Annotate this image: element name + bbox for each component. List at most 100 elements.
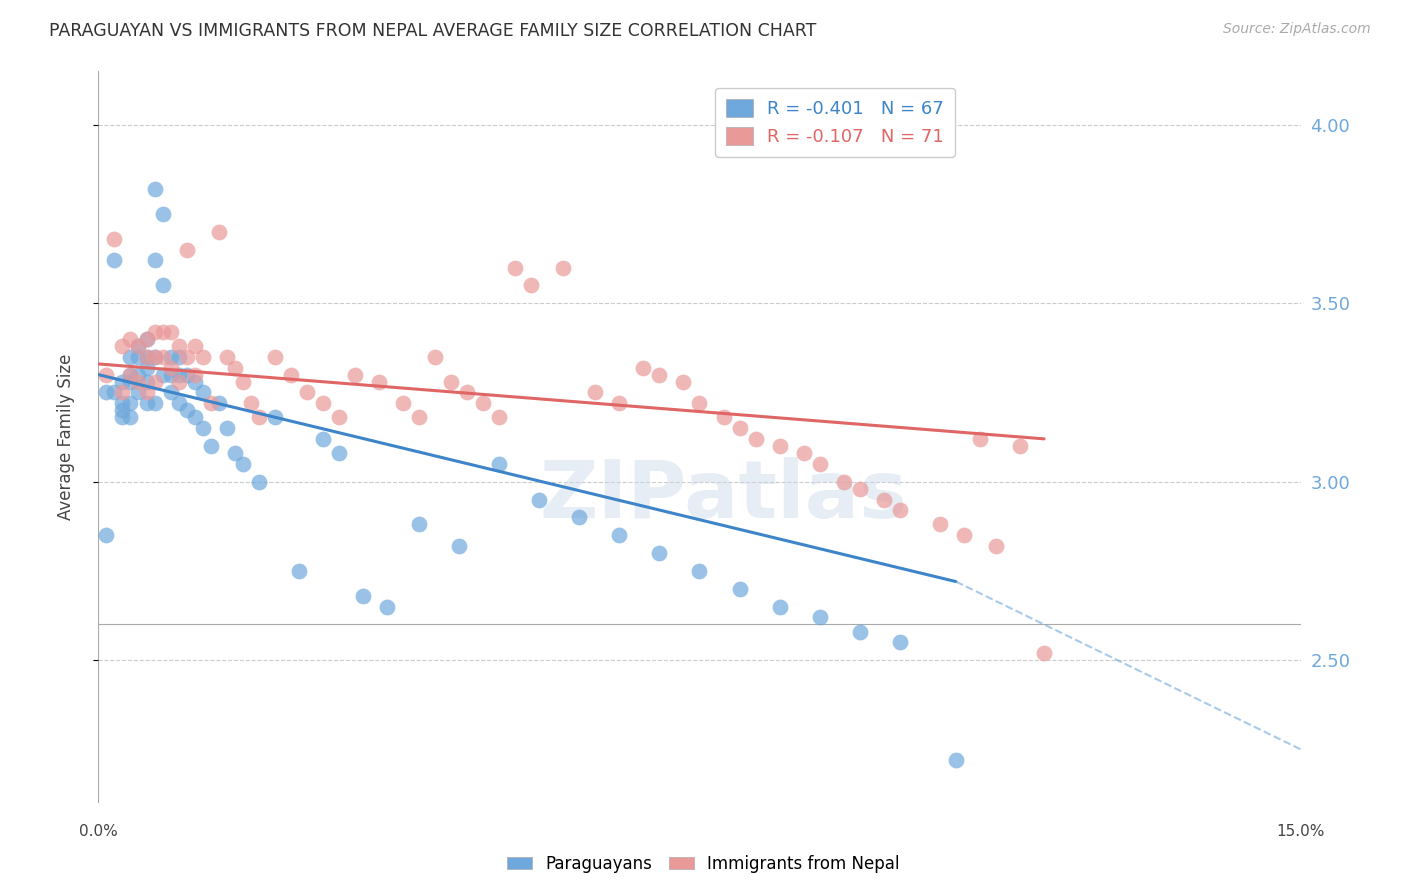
Text: 0.0%: 0.0% <box>79 824 118 839</box>
Point <box>111 375 134 389</box>
Point <box>128 350 150 364</box>
Legend: R = -0.401   N = 67, R = -0.107   N = 71: R = -0.401 N = 67, R = -0.107 N = 71 <box>716 87 955 157</box>
Point <box>609 528 631 542</box>
Point <box>128 339 150 353</box>
Point <box>159 385 181 400</box>
Point <box>135 350 157 364</box>
Point <box>224 446 246 460</box>
Point <box>208 396 231 410</box>
Point <box>1010 439 1032 453</box>
Point <box>159 360 181 375</box>
Point <box>167 396 190 410</box>
Point <box>167 339 190 353</box>
Point <box>408 517 430 532</box>
Point <box>808 457 831 471</box>
Point <box>849 624 872 639</box>
Point <box>447 539 470 553</box>
Point <box>111 396 134 410</box>
Point <box>945 753 967 767</box>
Point <box>247 475 270 489</box>
Point <box>672 375 695 389</box>
Point <box>263 410 285 425</box>
Point <box>288 564 311 578</box>
Point <box>423 350 446 364</box>
Point <box>111 385 134 400</box>
Point <box>375 599 398 614</box>
Point <box>208 225 231 239</box>
Legend: Paraguayans, Immigrants from Nepal: Paraguayans, Immigrants from Nepal <box>501 848 905 880</box>
Text: ZIPatlas: ZIPatlas <box>540 457 908 534</box>
Point <box>392 396 415 410</box>
Point <box>176 403 198 417</box>
Point <box>873 492 896 507</box>
Point <box>96 368 118 382</box>
Point <box>135 350 157 364</box>
Text: Source: ZipAtlas.com: Source: ZipAtlas.com <box>1223 22 1371 37</box>
Point <box>191 421 214 435</box>
Point <box>520 278 543 293</box>
Point <box>128 339 150 353</box>
Point <box>312 396 335 410</box>
Point <box>728 421 751 435</box>
Point <box>96 528 118 542</box>
Point <box>143 325 166 339</box>
Point <box>152 350 174 364</box>
Point <box>103 232 125 246</box>
Point <box>135 360 157 375</box>
Point <box>568 510 591 524</box>
Point <box>176 243 198 257</box>
Point <box>408 410 430 425</box>
Point <box>503 260 526 275</box>
Point <box>128 385 150 400</box>
Point <box>120 368 142 382</box>
Point <box>176 368 198 382</box>
Point <box>120 332 142 346</box>
Point <box>352 589 374 603</box>
Point <box>152 278 174 293</box>
Point <box>969 432 991 446</box>
Point <box>553 260 575 275</box>
Point <box>232 375 254 389</box>
Point <box>176 350 198 364</box>
Point <box>200 396 222 410</box>
Point <box>689 396 711 410</box>
Point <box>793 446 815 460</box>
Point <box>984 539 1007 553</box>
Point <box>769 439 792 453</box>
Point <box>128 368 150 382</box>
Point <box>889 503 911 517</box>
Point <box>1033 646 1056 660</box>
Point <box>120 368 142 382</box>
Point <box>111 403 134 417</box>
Point <box>120 410 142 425</box>
Point <box>247 410 270 425</box>
Point <box>135 396 157 410</box>
Point <box>167 368 190 382</box>
Point <box>152 207 174 221</box>
Point <box>143 396 166 410</box>
Point <box>488 457 510 471</box>
Point <box>143 350 166 364</box>
Point <box>488 410 510 425</box>
Point <box>143 182 166 196</box>
Point <box>159 350 181 364</box>
Point <box>889 635 911 649</box>
Text: PARAGUAYAN VS IMMIGRANTS FROM NEPAL AVERAGE FAMILY SIZE CORRELATION CHART: PARAGUAYAN VS IMMIGRANTS FROM NEPAL AVER… <box>49 22 817 40</box>
Point <box>953 528 976 542</box>
Point <box>128 375 150 389</box>
Point <box>159 368 181 382</box>
Point <box>312 432 335 446</box>
Point <box>368 375 391 389</box>
Point <box>808 610 831 624</box>
Point <box>167 375 190 389</box>
Point <box>183 410 205 425</box>
Y-axis label: Average Family Size: Average Family Size <box>56 354 75 520</box>
Point <box>103 253 125 268</box>
Point <box>849 482 872 496</box>
Point <box>152 325 174 339</box>
Point <box>143 253 166 268</box>
Point <box>343 368 366 382</box>
Point <box>191 350 214 364</box>
Point <box>689 564 711 578</box>
Point <box>111 410 134 425</box>
